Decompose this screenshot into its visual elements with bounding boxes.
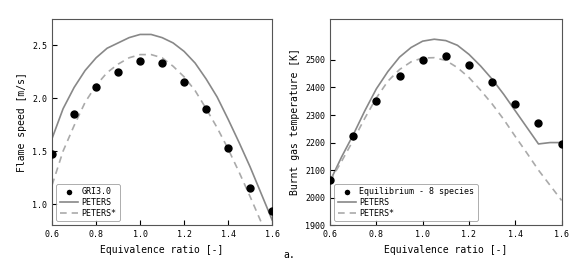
Legend: Equilibrium - 8 species, PETERS, PETERS*: Equilibrium - 8 species, PETERS, PETERS* — [334, 184, 478, 221]
X-axis label: Equivalence ratio [-]: Equivalence ratio [-] — [100, 245, 224, 255]
Text: a.: a. — [284, 250, 295, 260]
Legend: GRI3.0, PETERS, PETERS*: GRI3.0, PETERS, PETERS* — [56, 184, 120, 221]
X-axis label: Equivalence ratio [-]: Equivalence ratio [-] — [384, 245, 508, 255]
Y-axis label: Burnt gas temperature [K]: Burnt gas temperature [K] — [290, 48, 299, 195]
Y-axis label: Flame speed [m/s]: Flame speed [m/s] — [17, 72, 27, 172]
